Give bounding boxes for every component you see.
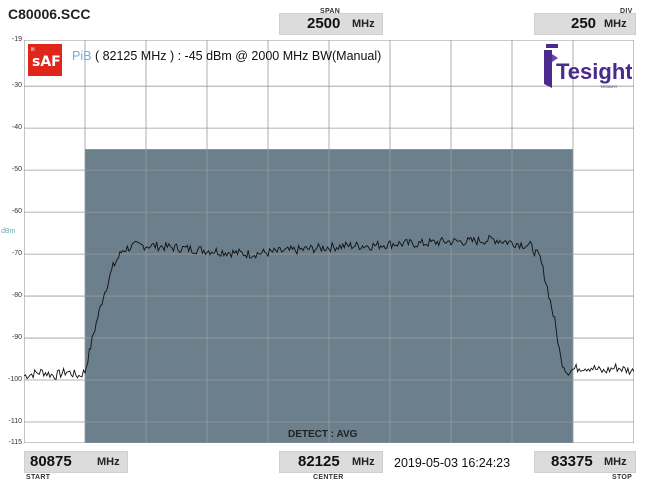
div-value: 250 — [571, 15, 597, 32]
div-field[interactable]: 250 MHz — [534, 13, 636, 35]
y-tick-label: -100 — [7, 376, 22, 384]
span-field[interactable]: 2500 MHz — [279, 13, 383, 35]
pib-text: ( 82125 MHz ) : -45 dBm @ 2000 MHz BW(Ma… — [94, 49, 382, 63]
pib-readout: PiB ( 82125 MHz ) : -45 dBm @ 2000 MHz B… — [72, 49, 381, 63]
y-unit-label: dBm — [1, 228, 16, 235]
y-tick-label: -90 — [11, 334, 22, 342]
start-field[interactable]: 80875 MHz — [24, 451, 128, 473]
y-tick-label: -70 — [11, 250, 22, 258]
tesight-logo-subtext: TESIGHT — [600, 84, 618, 89]
y-tick-label: -80 — [11, 292, 22, 300]
y-tick-label: -60 — [11, 208, 22, 216]
spectrum-plot[interactable] — [23, 39, 635, 444]
tesight-logo: Tesight TESIGHT — [540, 44, 633, 90]
spectrum-trace — [23, 234, 635, 381]
detect-mode: DETECT : AVG — [288, 429, 358, 440]
stop-caption: STOP — [612, 474, 633, 481]
saf-logo-text: sAF — [32, 54, 61, 70]
y-tick-label: -30 — [11, 82, 22, 90]
div-unit: MHz — [604, 18, 627, 30]
start-value: 80875 — [30, 453, 72, 470]
y-tick-label: -110 — [8, 418, 23, 425]
stop-unit: MHz — [604, 456, 627, 468]
span-value: 2500 — [307, 15, 341, 32]
span-unit: MHz — [352, 18, 375, 30]
y-tick-label: -50 — [11, 166, 22, 174]
y-tick-label: -40 — [11, 124, 22, 132]
stop-field[interactable]: 83375 MHz — [534, 451, 636, 473]
div-caption: DIV — [620, 8, 633, 15]
center-caption: CENTER — [313, 474, 344, 481]
pib-name: PiB — [72, 49, 92, 63]
saf-logo: ltl sAF — [28, 44, 62, 76]
saf-logo-small-text: ltl — [31, 47, 35, 53]
center-value: 82125 — [298, 453, 340, 470]
span-caption: SPAN — [320, 8, 341, 15]
start-caption: START — [26, 474, 51, 481]
tesight-logo-text: Tesight — [556, 59, 632, 84]
start-unit: MHz — [97, 456, 120, 468]
y-tick-label: -19 — [11, 36, 22, 43]
timestamp: 2019-05-03 16:24:23 — [394, 456, 511, 470]
y-tick-label: -115 — [8, 439, 23, 446]
file-name: C80006.SCC — [8, 6, 91, 22]
center-unit: MHz — [352, 456, 375, 468]
stop-value: 83375 — [551, 453, 593, 470]
spectrum-chart — [23, 39, 635, 444]
center-field[interactable]: 82125 MHz — [279, 451, 383, 473]
